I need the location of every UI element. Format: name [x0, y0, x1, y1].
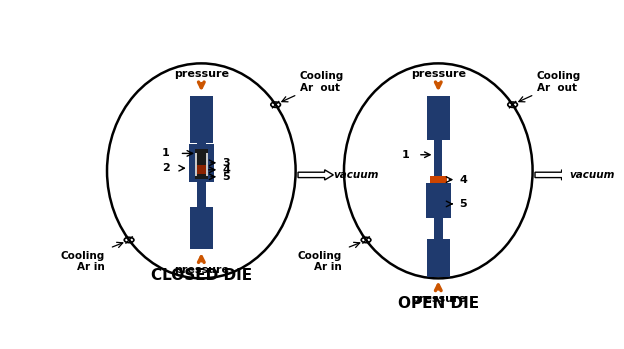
Text: 3: 3: [223, 158, 230, 168]
Bar: [195, 154, 197, 176]
Text: 2: 2: [162, 163, 170, 173]
Bar: [197, 181, 206, 207]
Bar: [434, 140, 442, 176]
Text: pressure: pressure: [174, 266, 229, 275]
FancyArrow shape: [535, 170, 570, 180]
Bar: [426, 183, 451, 218]
Text: 4: 4: [223, 165, 230, 175]
Bar: [190, 207, 213, 249]
Text: Cooling
Ar  out: Cooling Ar out: [537, 71, 581, 92]
Text: 4: 4: [459, 174, 467, 185]
Text: 5: 5: [459, 199, 467, 209]
Bar: [430, 176, 447, 183]
Bar: [197, 165, 206, 174]
Bar: [427, 239, 450, 277]
Text: pressure: pressure: [174, 69, 229, 79]
FancyArrow shape: [298, 170, 333, 180]
Text: Cooling
Ar  out: Cooling Ar out: [300, 71, 344, 92]
Text: 1: 1: [162, 148, 170, 158]
Bar: [188, 144, 214, 181]
Text: vacuum: vacuum: [333, 170, 378, 180]
Text: pressure: pressure: [411, 294, 466, 304]
Bar: [197, 143, 206, 175]
Text: CLOSED DIE: CLOSED DIE: [151, 268, 252, 283]
Text: pressure: pressure: [411, 69, 466, 79]
Bar: [206, 154, 208, 176]
Bar: [427, 96, 450, 140]
Text: Cooling
Ar in: Cooling Ar in: [298, 251, 342, 272]
Bar: [190, 96, 213, 143]
Text: vacuum: vacuum: [570, 170, 615, 180]
Bar: [195, 149, 208, 179]
Bar: [434, 218, 442, 239]
Text: 5: 5: [223, 172, 230, 182]
Text: OPEN DIE: OPEN DIE: [397, 296, 479, 311]
Text: 1: 1: [401, 150, 409, 160]
Text: Cooling
Ar in: Cooling Ar in: [61, 251, 105, 272]
